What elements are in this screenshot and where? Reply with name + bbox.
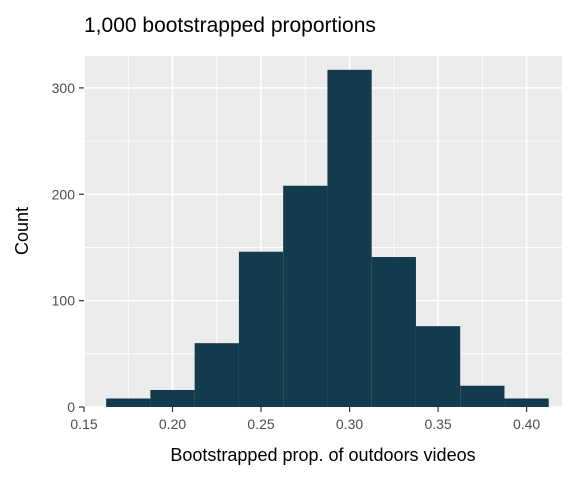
histogram-bar xyxy=(106,398,151,407)
y-axis-label: Count xyxy=(12,207,32,255)
histogram-bar xyxy=(415,326,461,407)
chart-title: 1,000 bootstrapped proportions xyxy=(84,14,376,37)
y-axis-ticks: 0 100 200 300 xyxy=(52,80,84,415)
x-tick-label: 0.30 xyxy=(336,416,363,432)
y-tick-label: 200 xyxy=(52,186,76,202)
x-tick-label: 0.20 xyxy=(159,416,186,432)
y-tick-label: 100 xyxy=(52,293,76,309)
x-tick-label: 0.15 xyxy=(70,416,97,432)
histogram-bar xyxy=(504,398,549,407)
y-tick-label: 0 xyxy=(67,399,75,415)
histogram-bar xyxy=(238,251,284,407)
y-tick-label: 300 xyxy=(52,80,76,96)
histogram-bar xyxy=(150,389,195,407)
x-axis-label: Bootstrapped prop. of outdoors videos xyxy=(170,445,475,465)
x-tick-label: 0.25 xyxy=(247,416,274,432)
histogram-bar xyxy=(460,385,505,407)
histogram-bar xyxy=(283,185,328,407)
histogram-bar xyxy=(194,343,239,407)
x-tick-label: 0.40 xyxy=(513,416,540,432)
x-tick-label: 0.35 xyxy=(424,416,451,432)
histogram-bar xyxy=(371,257,416,407)
x-axis-ticks: 0.15 0.20 0.25 0.30 0.35 0.40 xyxy=(70,407,540,432)
histogram-bars xyxy=(106,69,549,407)
histogram-bar xyxy=(327,69,372,407)
